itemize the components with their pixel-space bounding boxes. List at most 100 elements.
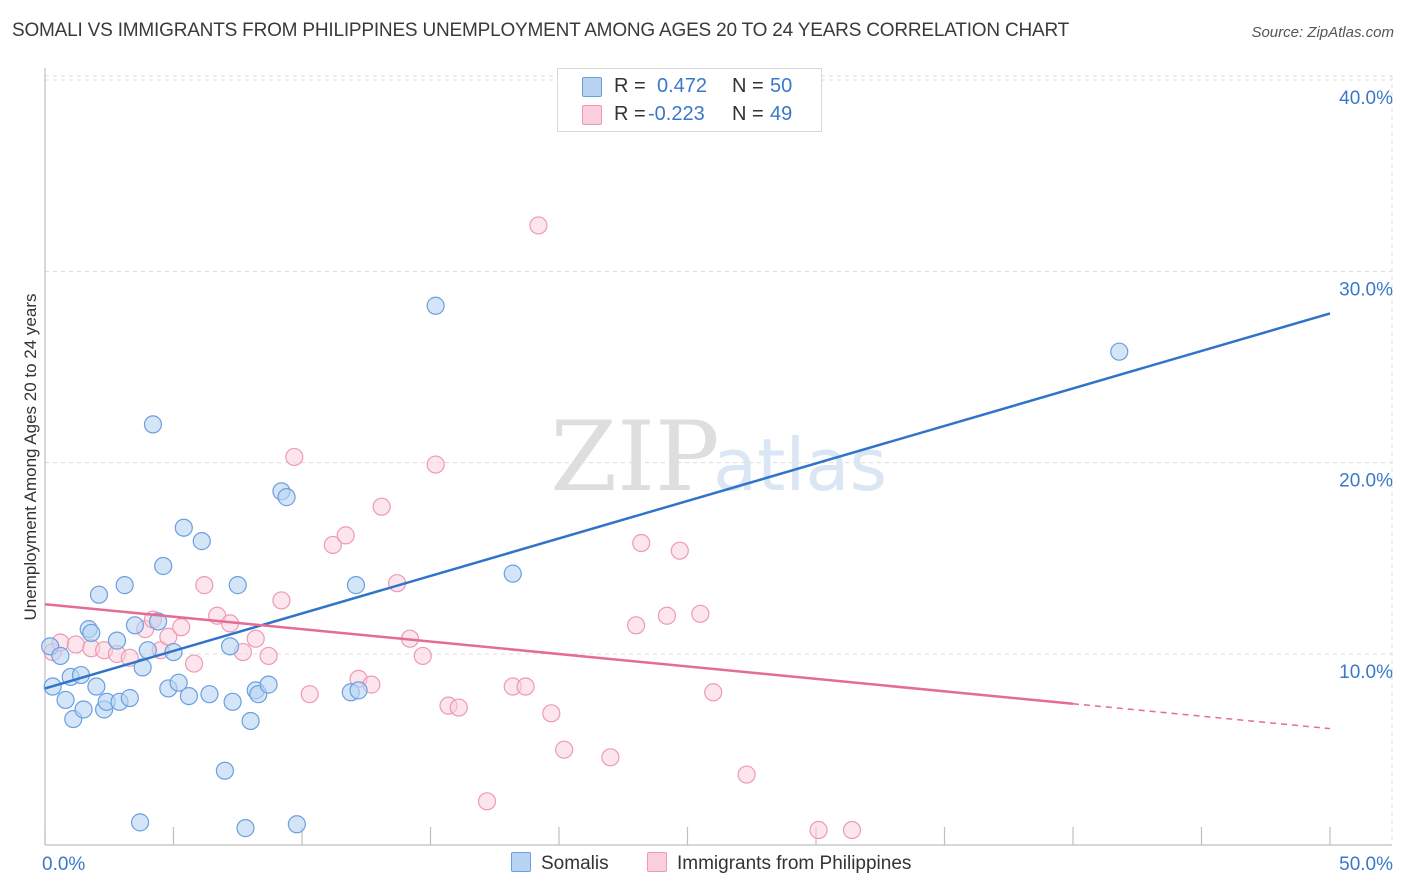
point-somalis [169,673,188,692]
legend-r-label: R = [614,75,646,97]
point-philippines [516,677,535,696]
point-somalis [125,616,145,635]
point-philippines [809,820,828,840]
point-philippines [272,591,291,610]
point-philippines [336,526,355,545]
point-somalis [143,415,163,434]
point-philippines [259,646,278,666]
point-philippines [300,685,319,704]
point-philippines [555,740,574,759]
point-somalis [426,296,445,315]
series-philippines-points [43,216,862,840]
point-somalis [115,576,134,595]
point-somalis [200,685,219,704]
y-tick-label: 10.0% [1339,662,1393,683]
chart-title: SOMALI VS IMMIGRANTS FROM PHILIPPINES UN… [12,20,1070,41]
point-philippines [626,616,646,635]
point-somalis [179,686,199,706]
point-somalis [228,576,247,595]
series-legend-label: Somalis [541,853,609,874]
point-philippines [737,765,756,784]
point-somalis [56,690,75,710]
point-philippines [372,497,391,516]
legend-swatch-philippines [582,105,602,125]
trend-line-somalis [44,312,1331,690]
watermark-zip: ZIP [550,401,719,513]
point-philippines [657,606,677,625]
point-philippines [704,683,723,702]
point-philippines [449,698,468,717]
legend-n-value: 49 [770,103,793,125]
point-somalis [174,518,193,537]
point-philippines [323,535,342,555]
x-tick-label: 0.0% [42,854,85,875]
legend-swatch-somalis [582,77,602,97]
point-somalis [287,815,306,834]
point-somalis [89,585,109,604]
watermark: ZIP atlas [550,401,887,513]
legend-n-value: 50 [770,75,793,97]
point-somalis [51,646,70,666]
point-somalis [277,488,296,507]
legend-r-value: -0.223 [648,103,705,125]
point-philippines [632,533,651,553]
axes [44,68,1392,846]
point-somalis [259,675,278,694]
point-philippines [195,576,214,595]
y-tick-label: 30.0% [1339,279,1393,300]
point-somalis [220,637,240,656]
legend-r-value: 0.472 [657,75,708,97]
point-somalis [87,677,106,696]
point-somalis [346,576,366,595]
point-somalis [215,761,234,780]
tick-labels: 10.0% 20.0% 30.0% 40.0% 0.0% 50.0% [42,88,1393,875]
point-somalis [82,623,101,643]
legend-r-label: R = [614,103,646,125]
point-philippines [542,704,561,723]
legend-row-philippines: R = -0.223 N = 49 [558,101,821,129]
point-philippines [477,792,497,811]
point-somalis [107,631,127,650]
point-somalis [130,813,150,832]
correlation-legend: R = 0.472 N = 50 R = -0.223 N = 49 [557,68,822,132]
watermark-atlas: atlas [713,423,887,507]
point-somalis [148,612,168,631]
trend-line-philippines [44,603,1074,705]
point-philippines [426,455,445,474]
point-philippines [184,654,204,673]
y-tick-label: 40.0% [1339,88,1393,109]
point-somalis [120,688,139,708]
point-somalis [192,532,211,551]
point-philippines [601,748,620,767]
point-philippines [670,541,689,560]
source-credit: Source: ZipAtlas.com [1251,24,1394,41]
point-philippines [691,604,710,623]
point-philippines [413,646,432,666]
point-somalis [74,700,93,719]
legend-n-label: N = [732,75,764,97]
point-somalis [236,819,255,838]
point-philippines [172,618,191,637]
point-somalis [349,681,368,700]
series-swatch-somalis [511,852,531,872]
point-philippines [246,629,265,648]
series-legend-label: Immigrants from Philippines [677,853,912,874]
series-legend-somalis: Somalis [511,852,609,875]
legend-row-somalis: R = 0.472 N = 50 [558,73,821,101]
point-somalis [1110,342,1129,361]
x-tick-label: 50.0% [1339,854,1393,875]
point-somalis [241,711,260,731]
point-philippines [842,820,862,840]
point-somalis [503,564,522,583]
trend-line-philippines-extension [1072,703,1331,730]
point-somalis [223,692,242,711]
y-axis-label: Unemployment Among Ages 20 to 24 years [21,294,40,621]
point-somalis [154,556,173,576]
series-swatch-philippines [647,852,667,872]
point-philippines [529,216,548,235]
point-philippines [285,447,304,467]
series-legend-philippines: Immigrants from Philippines [647,852,911,875]
grid-lines [45,75,1393,845]
trend-lines [44,312,1331,730]
